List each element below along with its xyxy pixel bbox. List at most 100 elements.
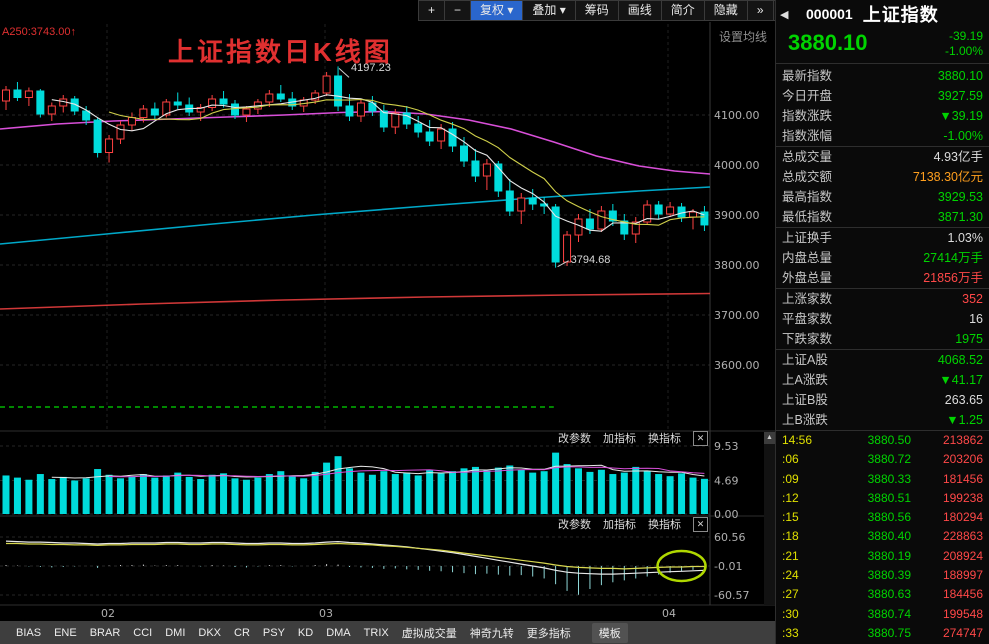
x-axis-label: 03: [319, 607, 333, 620]
toolbar-button-draw[interactable]: 画线: [617, 1, 661, 20]
toolbar-button-more[interactable]: »: [746, 1, 773, 20]
stat-label: 指数涨幅: [782, 129, 833, 143]
stat-label: 上证A股: [782, 353, 828, 367]
y-axis-label: 3600.00: [714, 359, 760, 372]
toolbar-button-brief[interactable]: 简介: [660, 1, 704, 20]
stock-code: 000001: [806, 6, 853, 22]
stat-row: 总成交额 7138.30亿元: [776, 167, 989, 187]
indicator-tab-DMA[interactable]: DMA: [326, 626, 351, 639]
stat-row: 上证换手 1.03%: [776, 228, 989, 248]
stat-row: 内盘总量 27414万手: [776, 248, 989, 268]
indicator-panel-action-0[interactable]: 改参数: [558, 519, 591, 531]
indicator-tab-虚拟成交量[interactable]: 虚拟成交量: [401, 627, 457, 640]
stat-label: 今日开盘: [782, 89, 833, 103]
stat-label: 内盘总量: [782, 251, 833, 265]
stat-value: 4068.52: [937, 353, 983, 367]
indicator-tab-BIAS[interactable]: BIAS: [16, 626, 42, 639]
indicator-tab-TRIX[interactable]: TRIX: [363, 626, 389, 639]
stat-label: 上A涨跌: [782, 373, 828, 387]
stat-value: ▼1.25: [946, 413, 983, 427]
tick-time: :12: [782, 490, 799, 505]
stat-row: 最高指数 3929.53: [776, 187, 989, 207]
tick-price: 3880.51: [867, 490, 911, 505]
volume-panel-action-1[interactable]: 加指标: [603, 433, 636, 445]
volume-panel-close-icon[interactable]: ✕: [693, 430, 708, 446]
toolbar-button-hide[interactable]: 隐藏: [703, 1, 747, 20]
stat-row: 总成交量 4.93亿手: [776, 147, 989, 167]
stat-label: 上B涨跌: [782, 413, 828, 427]
ma10-line: [108, 98, 705, 226]
stat-row: 上证B股 263.65: [776, 390, 989, 410]
tick-volume: 208924: [942, 548, 983, 563]
stat-row: 指数涨幅 -1.00%: [776, 126, 989, 147]
stat-value: 3927.59: [937, 89, 983, 103]
y-axis-label: 4100.00: [714, 109, 760, 122]
indicator-tab-ENE[interactable]: ENE: [54, 626, 77, 639]
indicator-tab-更多指标[interactable]: 更多指标: [526, 627, 571, 640]
toolbar-button-zoom-in[interactable]: +: [428, 3, 436, 17]
stat-value: 3880.10: [937, 69, 983, 83]
stat-value: 7138.30亿元: [912, 170, 983, 184]
tick-volume: 213862: [942, 433, 983, 447]
indicator-tab-DKX[interactable]: DKX: [198, 626, 222, 639]
indicator-tab-神奇九转[interactable]: 神奇九转: [469, 627, 514, 640]
stat-row: 上B涨跌 ▼1.25: [776, 410, 989, 430]
tick-volume: 199238: [942, 490, 983, 505]
low-arrow: [557, 260, 569, 268]
tick-price: 3880.50: [867, 433, 911, 447]
indicator-panel-close-icon[interactable]: ✕: [693, 516, 708, 532]
stat-value: 21856万手: [923, 271, 983, 285]
tick-volume: 274747: [942, 625, 983, 640]
volume-ma10-line: [108, 466, 705, 478]
indicator-panel-action-1[interactable]: 加指标: [603, 519, 636, 531]
indicator-tab-CR[interactable]: CR: [234, 626, 250, 639]
ma5-line: [51, 94, 705, 232]
prev-stock-icon[interactable]: ◀: [780, 8, 789, 21]
last-price: 3880.10: [788, 30, 868, 55]
ma-settings-link[interactable]: 设置均线: [719, 30, 768, 44]
stat-label: 外盘总量: [782, 271, 833, 285]
stat-row: 上涨家数 352: [776, 289, 989, 309]
indicator-tab-BRAR[interactable]: BRAR: [89, 626, 121, 639]
grid: [0, 22, 775, 606]
indicator-axis-label: -60.57: [714, 589, 749, 602]
stat-value: 3871.30: [937, 210, 983, 224]
volume-panel-action-2[interactable]: 换指标: [648, 433, 681, 445]
stat-label: 总成交额: [782, 170, 833, 184]
tick-price: 3880.19: [867, 548, 911, 563]
toolbar-button-chips[interactable]: 筹码: [574, 1, 618, 20]
tick-volume: 181456: [942, 471, 983, 486]
y-axis-label: 3900.00: [714, 209, 760, 222]
stat-label: 下跌家数: [782, 332, 833, 346]
tick-price: 3880.63: [867, 587, 911, 602]
x-axis-label: 04: [662, 607, 676, 620]
scroll-up-icon[interactable]: ▲: [764, 432, 775, 444]
tick-row: :24 3880.39 188997: [776, 566, 989, 585]
stat-value: 263.65: [944, 393, 983, 407]
stat-value: 352: [962, 292, 983, 306]
stat-label: 上证B股: [782, 393, 828, 407]
indicator-axis-label: 60.56: [714, 531, 746, 544]
stat-value: 1.03%: [947, 231, 983, 245]
indicator-tab-DMI[interactable]: DMI: [165, 626, 186, 639]
stat-value: ▼39.19: [939, 109, 983, 123]
indicator-panel-action-2[interactable]: 换指标: [648, 519, 681, 531]
indicator-tab-CCI[interactable]: CCI: [133, 626, 153, 639]
stat-row: 上A涨跌 ▼41.17: [776, 370, 989, 390]
indicator-tab-PSY[interactable]: PSY: [262, 626, 285, 639]
change-value: -39.19: [948, 29, 983, 43]
toolbar-button-zoom-out[interactable]: −: [444, 1, 470, 20]
volume-panel-action-0[interactable]: 改参数: [558, 433, 591, 445]
indicator-tab-KD[interactable]: KD: [297, 626, 314, 639]
tick-price: 3880.74: [867, 606, 911, 621]
tick-row: 14:56 3880.50 213862: [776, 431, 989, 450]
toolbar-button-overlay[interactable]: 叠加 ▾: [522, 1, 574, 20]
indicator-white-line: [5, 540, 705, 575]
template-button[interactable]: 模板: [591, 622, 628, 643]
change-percent: -1.00%: [944, 44, 983, 58]
panel-scrollbar[interactable]: ▲: [764, 432, 775, 605]
toolbar-button-adjust[interactable]: 复权 ▾: [470, 1, 523, 20]
y-axis-label: 4000.00: [714, 159, 760, 172]
ma-cyan-line: [0, 186, 711, 245]
